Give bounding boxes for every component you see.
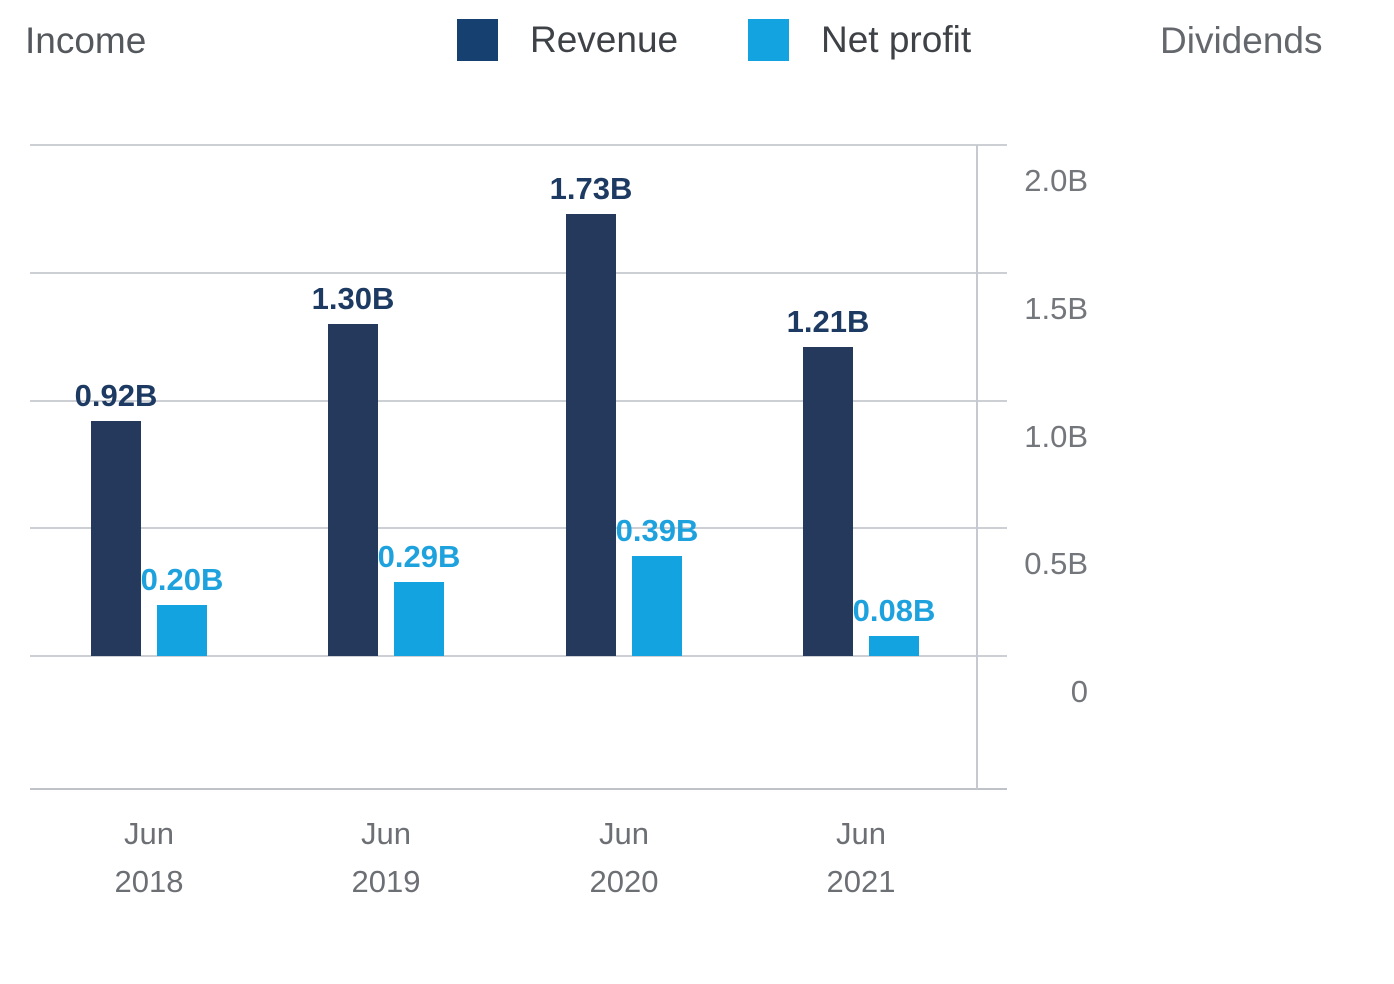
x-axis-label: Jun 2019 bbox=[351, 816, 421, 899]
y-axis-line bbox=[976, 145, 978, 789]
gridline bbox=[30, 400, 1007, 402]
revenue-bar[interactable] bbox=[328, 324, 378, 656]
net-profit-value-label: 0.20B bbox=[140, 562, 224, 597]
y-axis-tick-label: 1.5B bbox=[1024, 291, 1088, 326]
revenue-value-label: 1.21B bbox=[786, 304, 870, 339]
revenue-swatch-icon bbox=[457, 19, 498, 61]
net-profit-value-label: 0.39B bbox=[615, 513, 699, 548]
revenue-value-label: 1.30B bbox=[311, 281, 395, 316]
legend-label-revenue: Revenue bbox=[530, 19, 679, 60]
gridline bbox=[30, 655, 1007, 657]
revenue-bar[interactable] bbox=[91, 421, 141, 656]
gridline bbox=[30, 527, 1007, 529]
revenue-value-label: 0.92B bbox=[74, 378, 158, 413]
y-axis-tick-label: 2.0B bbox=[1024, 163, 1088, 198]
net-profit-value-label: 0.29B bbox=[377, 539, 461, 574]
revenue-value-label: 1.73B bbox=[549, 171, 633, 206]
legend-label-net-profit: Net profit bbox=[821, 19, 972, 60]
net-profit-bar[interactable] bbox=[157, 605, 207, 656]
legend-item-revenue[interactable]: Revenue bbox=[457, 16, 678, 64]
gridline bbox=[30, 144, 1007, 146]
y-axis-tick-label: 0 bbox=[1070, 674, 1088, 709]
revenue-bar[interactable] bbox=[566, 214, 616, 656]
x-axis-label: Jun 2021 bbox=[826, 816, 896, 899]
y-axis-tick-label: 1.0B bbox=[1024, 419, 1088, 454]
net-profit-value-label: 0.08B bbox=[852, 593, 936, 628]
net-profit-bar[interactable] bbox=[632, 556, 682, 656]
net-profit-bar[interactable] bbox=[869, 636, 919, 656]
y-axis-tick-label: 0.5B bbox=[1024, 546, 1088, 581]
revenue-bar[interactable] bbox=[803, 347, 853, 656]
x-axis-label: Jun 2018 bbox=[114, 816, 184, 899]
gridline bbox=[30, 272, 1007, 274]
x-axis-line bbox=[30, 788, 1007, 790]
net-profit-swatch-icon bbox=[748, 19, 789, 61]
tab-income[interactable]: Income bbox=[25, 20, 147, 61]
x-axis-label: Jun 2020 bbox=[589, 816, 659, 899]
legend-item-net-profit[interactable]: Net profit bbox=[748, 16, 971, 64]
tab-dividends[interactable]: Dividends bbox=[1160, 20, 1323, 61]
net-profit-bar[interactable] bbox=[394, 582, 444, 656]
